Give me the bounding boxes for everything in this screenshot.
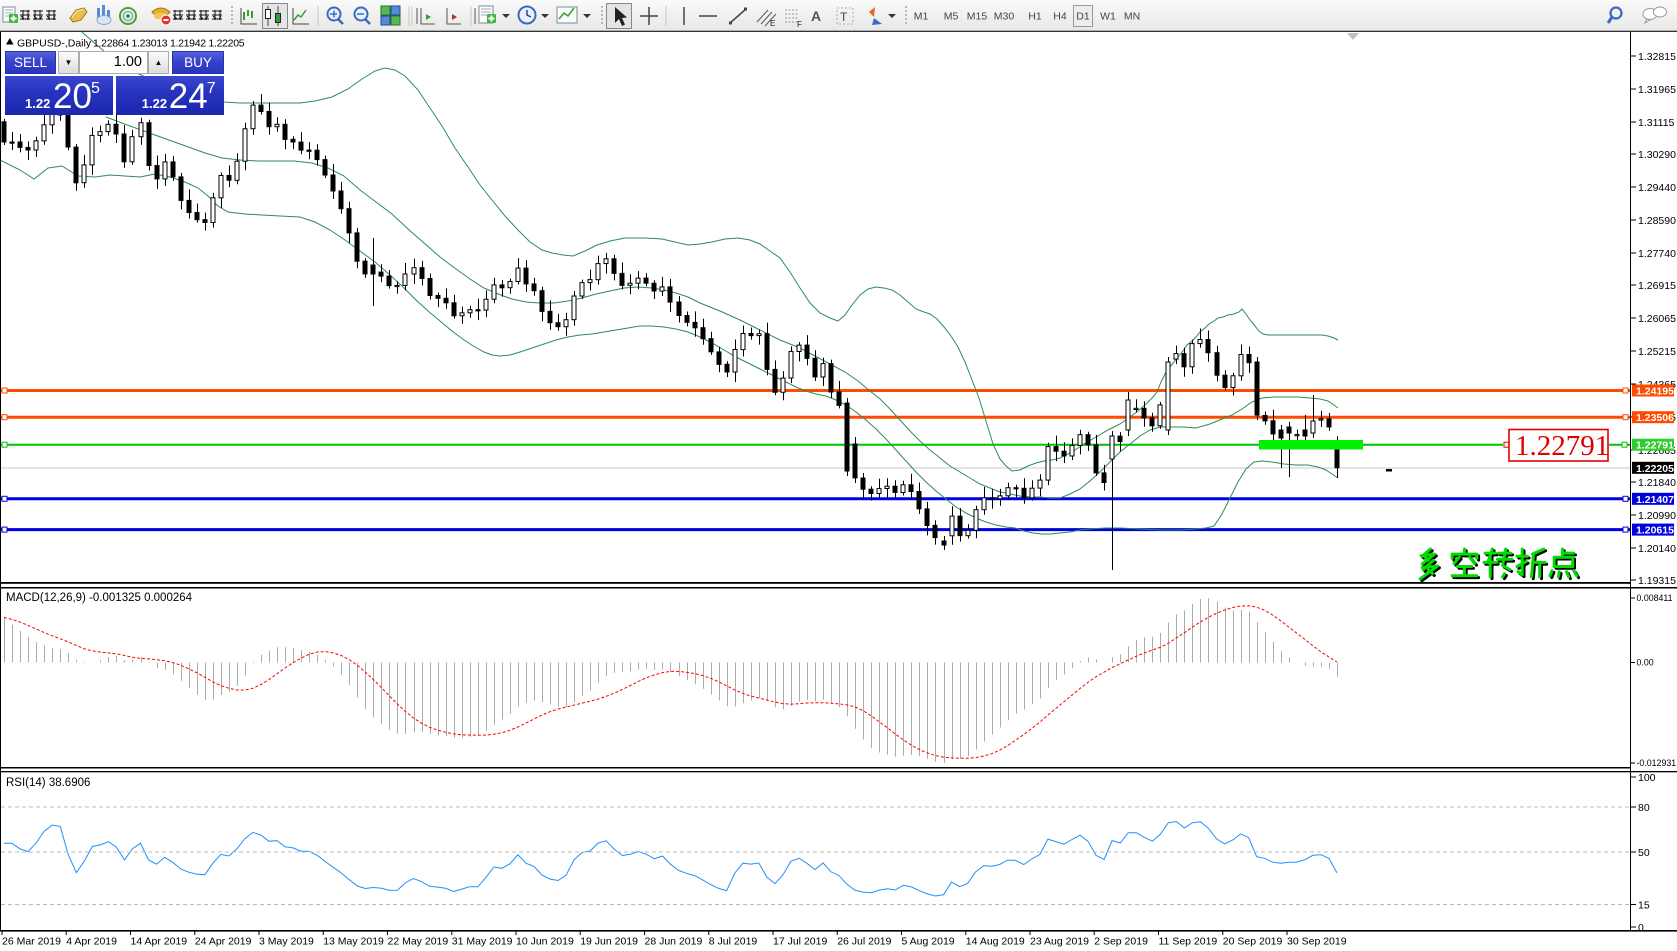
svg-text:10 Jun 2019: 10 Jun 2019	[516, 936, 574, 948]
svg-text:T: T	[840, 10, 848, 24]
svg-text:50: 50	[1638, 847, 1650, 859]
svg-text:M15: M15	[967, 11, 988, 23]
svg-text:1.29440: 1.29440	[1638, 182, 1676, 194]
svg-text:E: E	[770, 19, 775, 28]
svg-text:1.22791: 1.22791	[1515, 430, 1609, 462]
svg-text:14 Apr 2019: 14 Apr 2019	[131, 936, 188, 948]
svg-text:1.30290: 1.30290	[1638, 149, 1676, 161]
svg-text:D1: D1	[1076, 11, 1090, 23]
svg-text:H1: H1	[1028, 11, 1042, 23]
svg-text:19 Jun 2019: 19 Jun 2019	[580, 936, 638, 948]
svg-text:22 May 2019: 22 May 2019	[388, 936, 449, 948]
svg-text:1.27740: 1.27740	[1638, 248, 1676, 260]
svg-text:26 Jul 2019: 26 Jul 2019	[837, 936, 891, 948]
svg-text:80: 80	[1638, 802, 1650, 814]
svg-text:MN: MN	[1124, 11, 1140, 23]
svg-text:1.25215: 1.25215	[1638, 346, 1676, 358]
svg-text:14 Aug 2019: 14 Aug 2019	[966, 936, 1025, 948]
svg-text:1.28590: 1.28590	[1638, 215, 1676, 227]
svg-text:2 Sep 2019: 2 Sep 2019	[1094, 936, 1148, 948]
svg-text:1.22791: 1.22791	[1636, 440, 1674, 452]
svg-text:17 Jul 2019: 17 Jul 2019	[773, 936, 827, 948]
svg-text:A: A	[811, 8, 821, 24]
svg-text:1.22864 1.23013 1.21942 1.2220: 1.22864 1.23013 1.21942 1.22205	[93, 38, 245, 50]
svg-text:13 May 2019: 13 May 2019	[323, 936, 384, 948]
svg-text:15: 15	[1638, 899, 1650, 911]
svg-text:11 Sep 2019: 11 Sep 2019	[1159, 936, 1218, 948]
svg-text:24 Apr 2019: 24 Apr 2019	[195, 936, 252, 948]
svg-text:30 Sep 2019: 30 Sep 2019	[1287, 936, 1347, 948]
svg-text:-0.012931: -0.012931	[1637, 758, 1677, 768]
svg-text:F: F	[797, 20, 802, 29]
svg-text:1.19315: 1.19315	[1638, 575, 1676, 587]
svg-text:0.00: 0.00	[1637, 658, 1654, 668]
svg-text:GBPUSD-,Daily: GBPUSD-,Daily	[17, 38, 92, 50]
svg-text:1.24195: 1.24195	[1636, 386, 1674, 398]
svg-text:0.008411: 0.008411	[1637, 593, 1673, 603]
svg-text:28 Jun 2019: 28 Jun 2019	[645, 936, 703, 948]
svg-text:1.26065: 1.26065	[1638, 313, 1676, 325]
svg-text:M5: M5	[944, 11, 959, 23]
svg-text:23 Aug 2019: 23 Aug 2019	[1030, 936, 1089, 948]
svg-text:RSI(14) 38.6906: RSI(14) 38.6906	[6, 777, 90, 789]
svg-text:3 May 2019: 3 May 2019	[259, 936, 314, 948]
svg-text:H4: H4	[1053, 11, 1067, 23]
svg-text:1.31965: 1.31965	[1638, 84, 1676, 96]
svg-text:W1: W1	[1100, 11, 1116, 23]
svg-text:31 May 2019: 31 May 2019	[452, 936, 513, 948]
svg-text:M1: M1	[914, 11, 929, 23]
svg-text:4 Apr 2019: 4 Apr 2019	[66, 936, 117, 948]
svg-text:100: 100	[1638, 772, 1656, 784]
svg-text:M30: M30	[994, 11, 1015, 23]
svg-text:8 Jul 2019: 8 Jul 2019	[709, 936, 758, 948]
svg-text:0: 0	[1638, 922, 1644, 934]
svg-text:1.22205: 1.22205	[1636, 463, 1674, 475]
svg-text:1.21407: 1.21407	[1636, 494, 1674, 506]
svg-text:1.20990: 1.20990	[1638, 510, 1676, 522]
svg-text:20 Sep 2019: 20 Sep 2019	[1223, 936, 1283, 948]
svg-text:26 Mar 2019: 26 Mar 2019	[2, 936, 61, 948]
svg-text:MACD(12,26,9) -0.001325 0.0002: MACD(12,26,9) -0.001325 0.000264	[6, 592, 193, 604]
svg-text:5 Aug 2019: 5 Aug 2019	[902, 936, 955, 948]
svg-text:1.26915: 1.26915	[1638, 280, 1676, 292]
svg-text:1.20615: 1.20615	[1636, 525, 1674, 537]
svg-text:1.21840: 1.21840	[1638, 477, 1676, 489]
svg-text:1.23506: 1.23506	[1636, 412, 1674, 424]
svg-text:1.31115: 1.31115	[1638, 117, 1675, 129]
svg-text:1.32815: 1.32815	[1638, 51, 1676, 63]
svg-text:1.20140: 1.20140	[1638, 543, 1676, 555]
